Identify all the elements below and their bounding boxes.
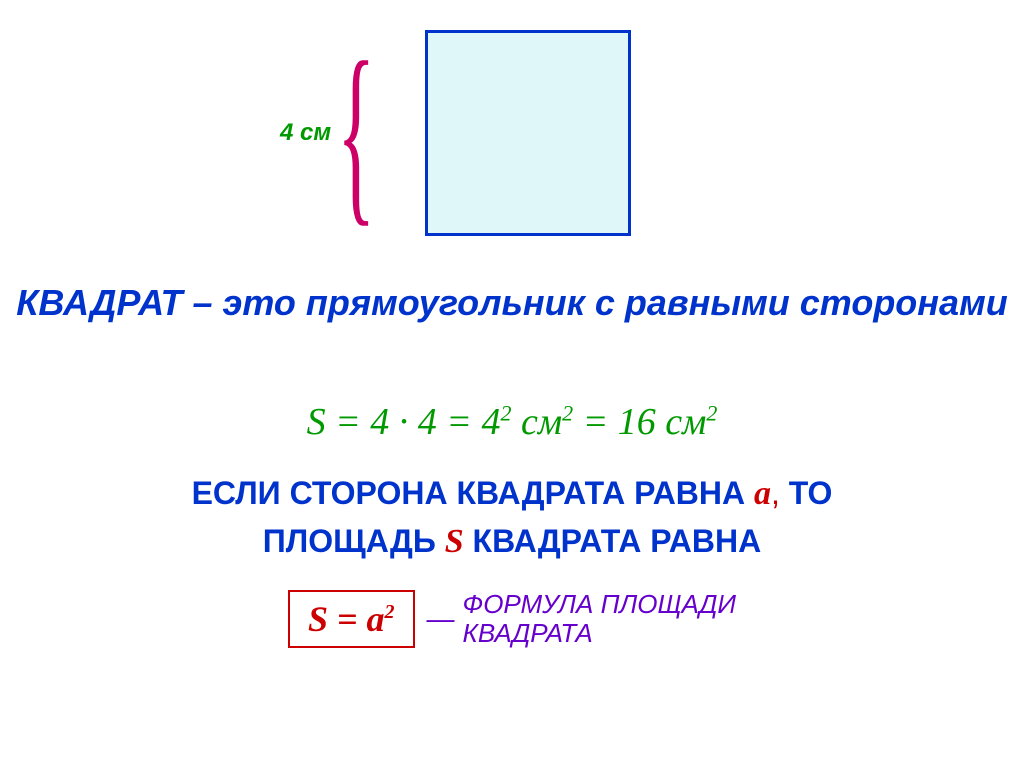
rule-part1: ЕСЛИ СТОРОНА КВАДРАТА РАВНА	[192, 475, 754, 511]
formula-exp: 2	[385, 601, 395, 623]
rule-part4: КВАДРАТА РАВНА	[464, 523, 762, 559]
calc-unit1: см	[511, 401, 562, 443]
rule-comma: ,	[771, 475, 780, 511]
calc-exp3: 2	[706, 400, 717, 425]
side-length-label: 4 см	[280, 119, 331, 147]
dash-icon: —	[427, 603, 455, 635]
figure-area: 4 см {	[280, 30, 631, 236]
variable-a: a	[754, 475, 771, 512]
formula-row: S = a2 — ФОРМУЛА ПЛОЩАДИ КВАДРАТА	[0, 590, 1024, 648]
formula-box: S = a2	[288, 590, 415, 648]
formula-label-line1: ФОРМУЛА ПЛОЩАДИ	[463, 589, 736, 619]
calc-eq: = 16 см	[573, 401, 706, 443]
brace-icon: {	[337, 33, 375, 233]
formula-lhs: S = a	[308, 599, 385, 639]
rule-part2: ТО	[780, 475, 833, 511]
formula-label-line2: КВАДРАТА	[463, 618, 593, 648]
calc-prefix: S = 4 · 4 = 4	[307, 401, 501, 443]
variable-s: S	[445, 523, 464, 560]
rule-text: ЕСЛИ СТОРОНА КВАДРАТА РАВНА a, ТО ПЛОЩАД…	[0, 470, 1024, 565]
formula-label: ФОРМУЛА ПЛОЩАДИ КВАДРАТА	[463, 590, 736, 647]
definition-text: КВАДРАТ – это прямоугольник с равными ст…	[0, 280, 1024, 325]
square-shape	[425, 30, 631, 236]
area-calculation: S = 4 · 4 = 42 см2 = 16 см2	[0, 400, 1024, 444]
calc-exp2: 2	[562, 400, 573, 425]
rule-part3: ПЛОЩАДЬ	[263, 523, 445, 559]
calc-exp1: 2	[500, 400, 511, 425]
